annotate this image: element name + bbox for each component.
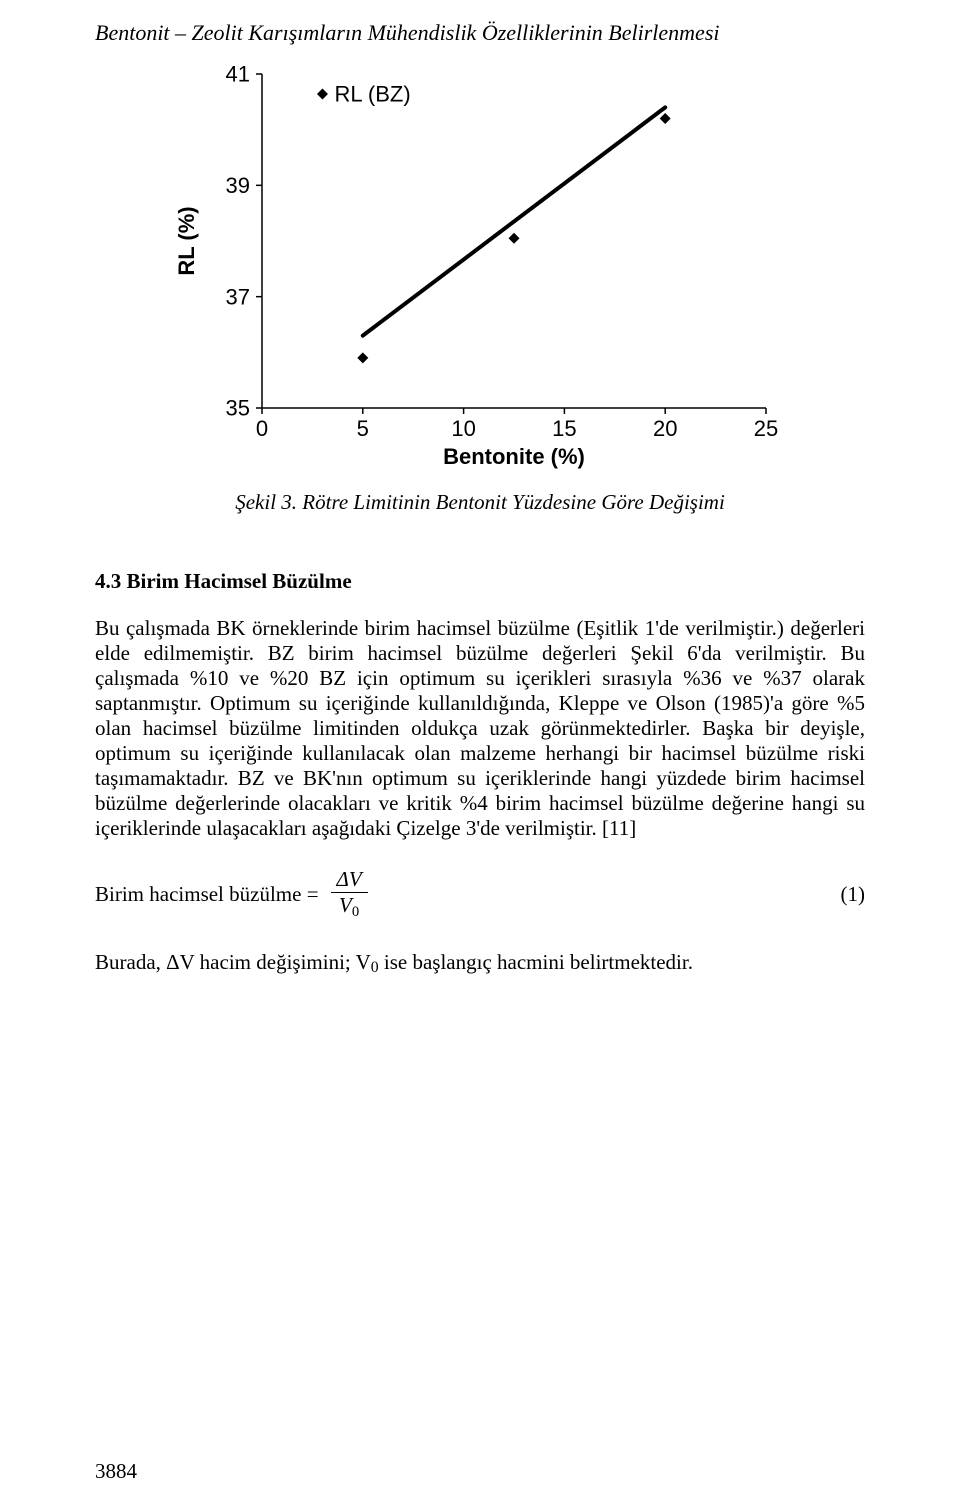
rl-vs-bentonite-chart: 0 5 10 15 20 25 35 37 39 41 Bentonite (%) RL (%) RL … — [170, 56, 790, 476]
svg-text:Bentonite (%): Bentonite (%) — [443, 444, 585, 469]
section-heading: 4.3 Birim Hacimsel Büzülme — [95, 569, 865, 594]
equation-fraction: ΔV V0 — [331, 869, 368, 920]
figure-caption: Şekil 3. Rötre Limitinin Bentonit Yüzdes… — [95, 490, 865, 515]
equation-numerator: ΔV — [331, 869, 368, 893]
equation-number: (1) — [841, 882, 866, 907]
equation-denominator: V0 — [331, 893, 368, 920]
svg-text:10: 10 — [451, 416, 475, 441]
page-title: Bentonit – Zeolit Karışımların Mühendisl… — [95, 20, 865, 46]
svg-text:37: 37 — [226, 284, 250, 309]
svg-text:RL (BZ): RL (BZ) — [334, 82, 410, 107]
equation-row: Birim hacimsel büzülme = ΔV V0 (1) — [95, 869, 865, 920]
closing-paragraph: Burada, ΔV hacim değişimini; V0 ise başl… — [95, 950, 865, 978]
equation-expression: Birim hacimsel büzülme = ΔV V0 — [95, 869, 368, 920]
svg-text:41: 41 — [226, 62, 250, 87]
page-number: 3884 — [95, 1459, 137, 1484]
svg-text:39: 39 — [226, 173, 250, 198]
svg-text:25: 25 — [754, 416, 778, 441]
figure-container: 0 5 10 15 20 25 35 37 39 41 Bentonite (%) RL (%) RL … — [170, 56, 790, 476]
equation-label: Birim hacimsel büzülme = — [95, 882, 319, 907]
section-paragraph: Bu çalışmada BK örneklerinde birim hacim… — [95, 616, 865, 841]
svg-text:20: 20 — [653, 416, 677, 441]
svg-text:15: 15 — [552, 416, 576, 441]
svg-text:RL (%): RL (%) — [174, 206, 199, 275]
svg-text:35: 35 — [226, 396, 250, 421]
svg-text:5: 5 — [357, 416, 369, 441]
svg-text:0: 0 — [256, 416, 268, 441]
